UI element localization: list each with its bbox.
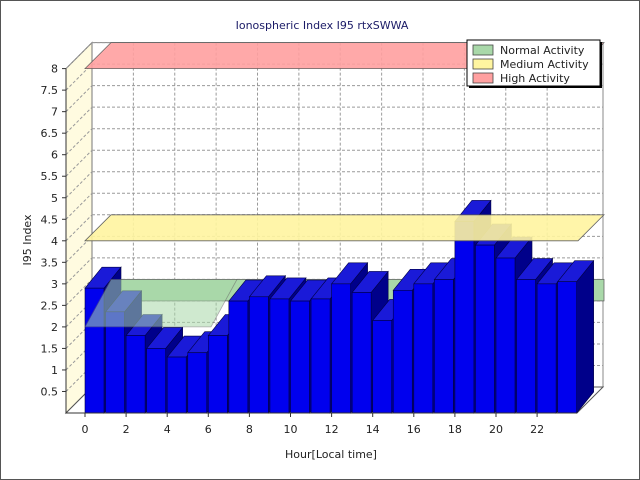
band-medium <box>84 214 605 242</box>
bar-front <box>187 352 208 414</box>
grid-line-left <box>65 257 93 285</box>
bar-front <box>125 335 146 414</box>
x-tick-label: 10 <box>284 423 298 436</box>
grid-line-left <box>65 149 93 177</box>
y-tick-label: 6 <box>51 149 58 162</box>
legend-label: High Activity <box>500 72 570 85</box>
bar-front <box>557 281 577 414</box>
x-tick-label: 16 <box>407 423 421 436</box>
y-tick-label: 3 <box>51 278 58 291</box>
bar-front <box>434 279 454 414</box>
bar-front <box>166 356 187 414</box>
chart-title: Ionospheric Index I95 rtxSWWA <box>236 19 409 32</box>
y-tick-label: 7 <box>51 106 58 119</box>
legend-swatch <box>472 72 494 84</box>
y-tick-label: 6.5 <box>41 127 59 140</box>
bar-front <box>475 244 495 414</box>
grid-line-left <box>65 106 93 134</box>
y-tick-label: 1 <box>51 364 58 377</box>
x-tick-label: 6 <box>205 423 212 436</box>
bar-front <box>228 300 249 414</box>
y-tick-label: 1.5 <box>41 342 59 355</box>
bar-front <box>269 298 290 414</box>
x-tick-labels: 0 2 4 6 8 10 12 14 16 18 20 22 <box>82 413 544 436</box>
x-tick-label: 14 <box>366 423 380 436</box>
bar-front <box>516 279 536 414</box>
y-tick-labels: 0.5 1 1.5 2 2.5 3 3.5 4 4.5 5 5.5 6 6.5 7 7.5 8 <box>41 63 66 398</box>
legend-label: Normal Activity <box>500 44 585 57</box>
y-tick-label: 2.5 <box>41 299 59 312</box>
bar-front <box>249 296 269 414</box>
bar-front <box>454 221 475 414</box>
y-tick-label: 2 <box>51 321 58 334</box>
x-tick-label: 0 <box>82 423 89 436</box>
x-tick-label: 2 <box>123 423 130 436</box>
legend-swatch <box>472 44 494 56</box>
bar-front <box>413 283 434 414</box>
y-tick-label: 5 <box>51 192 58 205</box>
y-tick-label: 8 <box>51 63 58 76</box>
y-tick-label: 7.5 <box>41 84 59 97</box>
y-tick-label: 4.5 <box>41 213 59 226</box>
bar-front <box>392 290 413 414</box>
legend-label: Medium Activity <box>500 58 589 71</box>
bar-front <box>290 300 310 414</box>
y-tick-label: 0.5 <box>41 385 59 398</box>
bar-front <box>146 348 166 414</box>
grid-line-left <box>65 171 93 199</box>
bar-23 <box>557 259 595 414</box>
legend-swatch <box>472 58 494 70</box>
grid-line-left <box>65 85 93 113</box>
x-tick-label: 8 <box>246 423 253 436</box>
x-tick-label: 12 <box>325 423 339 436</box>
x-axis-label: Hour[Local time] <box>285 448 377 461</box>
y-tick-label: 3.5 <box>41 256 59 269</box>
bar-front <box>351 292 372 414</box>
y-tick-label: 4 <box>51 235 58 248</box>
grid-line-left <box>65 42 93 69</box>
bar-front <box>208 335 228 414</box>
grid-line-left <box>65 128 93 156</box>
bar-front <box>310 298 331 414</box>
band-normal-top <box>84 278 238 328</box>
x-tick-label: 4 <box>164 423 171 436</box>
x-tick-label: 18 <box>448 423 462 436</box>
y-axis-label: I95 Index <box>21 214 34 266</box>
y-tick-label: 5.5 <box>41 170 59 183</box>
bar-front <box>495 257 516 414</box>
grid-line-left <box>65 192 93 220</box>
bar-front <box>372 320 393 414</box>
x-tick-label: 20 <box>489 423 503 436</box>
grid-line-left <box>65 214 93 242</box>
bar-front <box>536 283 557 414</box>
grid-line-left <box>65 279 93 306</box>
bar-front <box>331 283 351 414</box>
bar-side <box>576 259 594 414</box>
x-tick-label: 22 <box>530 423 544 436</box>
